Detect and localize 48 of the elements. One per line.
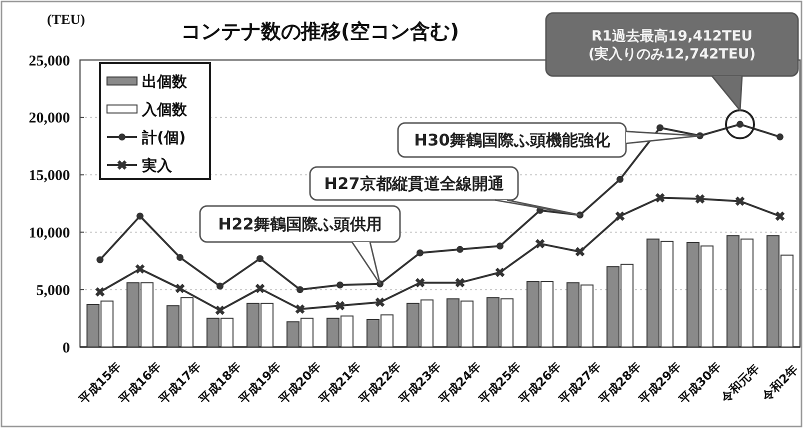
y-tick-label: 5,000 <box>36 282 70 299</box>
chart-title: コンテナ数の推移(空コン含む) <box>180 19 460 43</box>
legend-label: 入個数 <box>141 100 188 118</box>
y-tick-label: 10,000 <box>28 225 70 242</box>
point <box>95 287 105 297</box>
point <box>655 193 665 202</box>
y-tick-label: 0 <box>62 340 70 356</box>
point <box>336 282 344 289</box>
point <box>616 176 624 183</box>
annotation: H27京都縦貫道全線開通 <box>324 174 505 194</box>
legend-label: 計(個) <box>141 128 186 146</box>
point <box>175 284 185 294</box>
point <box>695 194 705 204</box>
point <box>776 133 784 140</box>
point <box>575 247 585 256</box>
y-tick-label: 25,000 <box>28 53 70 70</box>
x-tick-label: 令和2年 <box>758 362 801 404</box>
point <box>255 284 265 294</box>
point <box>615 211 625 221</box>
y-tick-label: 20,000 <box>28 110 70 127</box>
point <box>335 300 345 310</box>
point <box>216 282 224 290</box>
point <box>416 249 424 256</box>
y-tick-label: 15,000 <box>28 168 70 184</box>
point <box>456 246 464 253</box>
point <box>215 306 225 315</box>
legend-label: 出個数 <box>142 72 188 90</box>
point <box>136 212 144 220</box>
point <box>495 268 505 278</box>
point <box>415 278 425 288</box>
point <box>135 264 145 274</box>
point <box>455 278 465 288</box>
point <box>296 286 304 294</box>
point <box>535 238 545 248</box>
point <box>735 196 745 206</box>
point <box>96 256 104 264</box>
point <box>656 124 664 132</box>
point <box>256 255 264 262</box>
legend-label: 実入 <box>141 156 173 174</box>
annotation: R1過去最高19,412TEU (実入りのみ12,742TEU) <box>588 27 756 62</box>
point <box>775 211 785 221</box>
point <box>295 304 305 314</box>
y-axis-title: (TEU) <box>46 13 86 28</box>
point <box>375 298 385 307</box>
point <box>176 254 184 261</box>
annotation: H22舞鶴国際ふ頭供用 <box>218 214 382 234</box>
annotation: H30舞鶴国際ふ頭機能強化 <box>414 130 611 150</box>
point <box>496 242 504 250</box>
